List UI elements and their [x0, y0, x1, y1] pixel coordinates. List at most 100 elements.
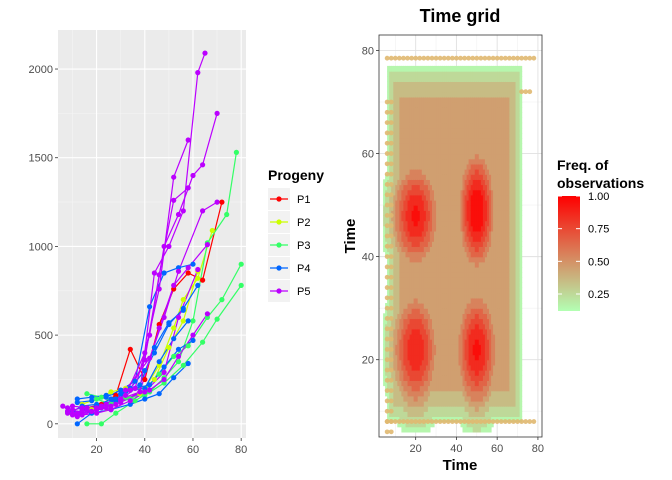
density-cell — [470, 385, 474, 392]
density-cell — [511, 179, 514, 186]
density-cell — [438, 112, 441, 119]
density-cell — [515, 282, 519, 289]
density-cell — [501, 163, 504, 170]
density-cell — [466, 76, 470, 82]
density-cell — [436, 277, 439, 283]
density-cell — [415, 400, 419, 407]
density-cell — [464, 282, 468, 289]
density-cell — [448, 251, 451, 258]
density-cell — [458, 65, 462, 72]
density-cell — [505, 179, 508, 186]
density-cell — [480, 225, 484, 232]
density-cell — [440, 266, 443, 273]
density-cell — [452, 400, 455, 407]
density-cell — [474, 282, 478, 289]
density-cell — [456, 339, 459, 345]
density-cell — [503, 117, 506, 124]
density-cell — [417, 210, 421, 216]
density-cell — [489, 127, 492, 134]
density-cell — [484, 225, 488, 232]
density-cell — [448, 344, 451, 350]
density-cell — [515, 323, 519, 330]
density-cell — [460, 230, 464, 237]
density-cell — [468, 390, 472, 397]
density-cell — [395, 169, 398, 175]
density-cell — [407, 375, 411, 381]
density-cell — [491, 256, 494, 263]
density-cell — [456, 272, 459, 278]
density-cell — [480, 215, 484, 222]
density-cell — [493, 303, 496, 309]
density-cell — [407, 169, 411, 175]
density-cell — [409, 112, 413, 119]
density-cell — [393, 411, 396, 417]
density-cell — [493, 220, 496, 227]
density-cell — [472, 138, 476, 144]
density-cell — [411, 138, 415, 144]
density-cell — [487, 199, 490, 206]
density-cell — [401, 375, 404, 381]
density-cell — [491, 117, 494, 124]
density-cell — [458, 292, 462, 299]
density-cell — [427, 308, 431, 314]
density-cell — [438, 86, 441, 93]
density-cell — [385, 328, 388, 335]
density-cell — [462, 65, 466, 72]
density-cell — [411, 122, 415, 129]
density-cell — [409, 76, 413, 82]
density-cell — [515, 272, 519, 278]
density-cell — [484, 323, 488, 330]
density-cell — [454, 359, 457, 366]
density-cell — [478, 339, 482, 345]
density-cell — [387, 364, 390, 371]
density-cell — [399, 400, 402, 407]
density-cell — [440, 333, 443, 340]
density-cell — [501, 256, 504, 263]
density-cell — [484, 236, 488, 242]
density-cell — [450, 179, 453, 186]
density-cell — [425, 390, 429, 397]
density-cell — [444, 117, 447, 124]
density-cell — [489, 359, 492, 366]
density-cell — [515, 292, 519, 299]
data-point-p2 — [166, 344, 172, 351]
density-cell — [495, 272, 498, 278]
density-cell — [493, 194, 496, 201]
density-cell — [511, 292, 514, 299]
density-cell — [436, 107, 439, 113]
density-cell — [411, 339, 415, 345]
density-cell — [501, 292, 504, 299]
density-cell — [434, 297, 437, 304]
density-cell — [493, 117, 496, 124]
density-cell — [415, 349, 419, 356]
data-point-p5 — [202, 50, 208, 56]
density-cell — [409, 426, 413, 433]
density-cell — [480, 395, 484, 402]
density-cell — [391, 148, 394, 155]
density-cell — [415, 272, 419, 278]
density-cell — [444, 189, 447, 196]
density-cell — [519, 272, 523, 278]
density-cell — [468, 153, 472, 160]
density-cell — [446, 333, 449, 340]
density-cell — [427, 318, 431, 325]
density-cell — [429, 194, 433, 201]
density-cell — [446, 76, 449, 82]
density-cell — [464, 96, 468, 103]
density-cell — [468, 344, 472, 350]
density-cell — [432, 364, 435, 371]
density-cell — [387, 287, 390, 294]
density-cell — [442, 333, 445, 340]
density-cell — [489, 194, 492, 201]
density-cell — [452, 318, 455, 325]
density-cell — [470, 210, 474, 216]
density-cell — [446, 117, 449, 124]
observation-point — [417, 55, 423, 61]
density-cell — [466, 251, 470, 258]
density-cell — [474, 287, 478, 294]
observation-point — [401, 55, 406, 61]
density-cell — [446, 256, 449, 263]
density-cell — [385, 174, 388, 180]
density-cell — [438, 359, 441, 366]
density-cell — [487, 380, 490, 387]
